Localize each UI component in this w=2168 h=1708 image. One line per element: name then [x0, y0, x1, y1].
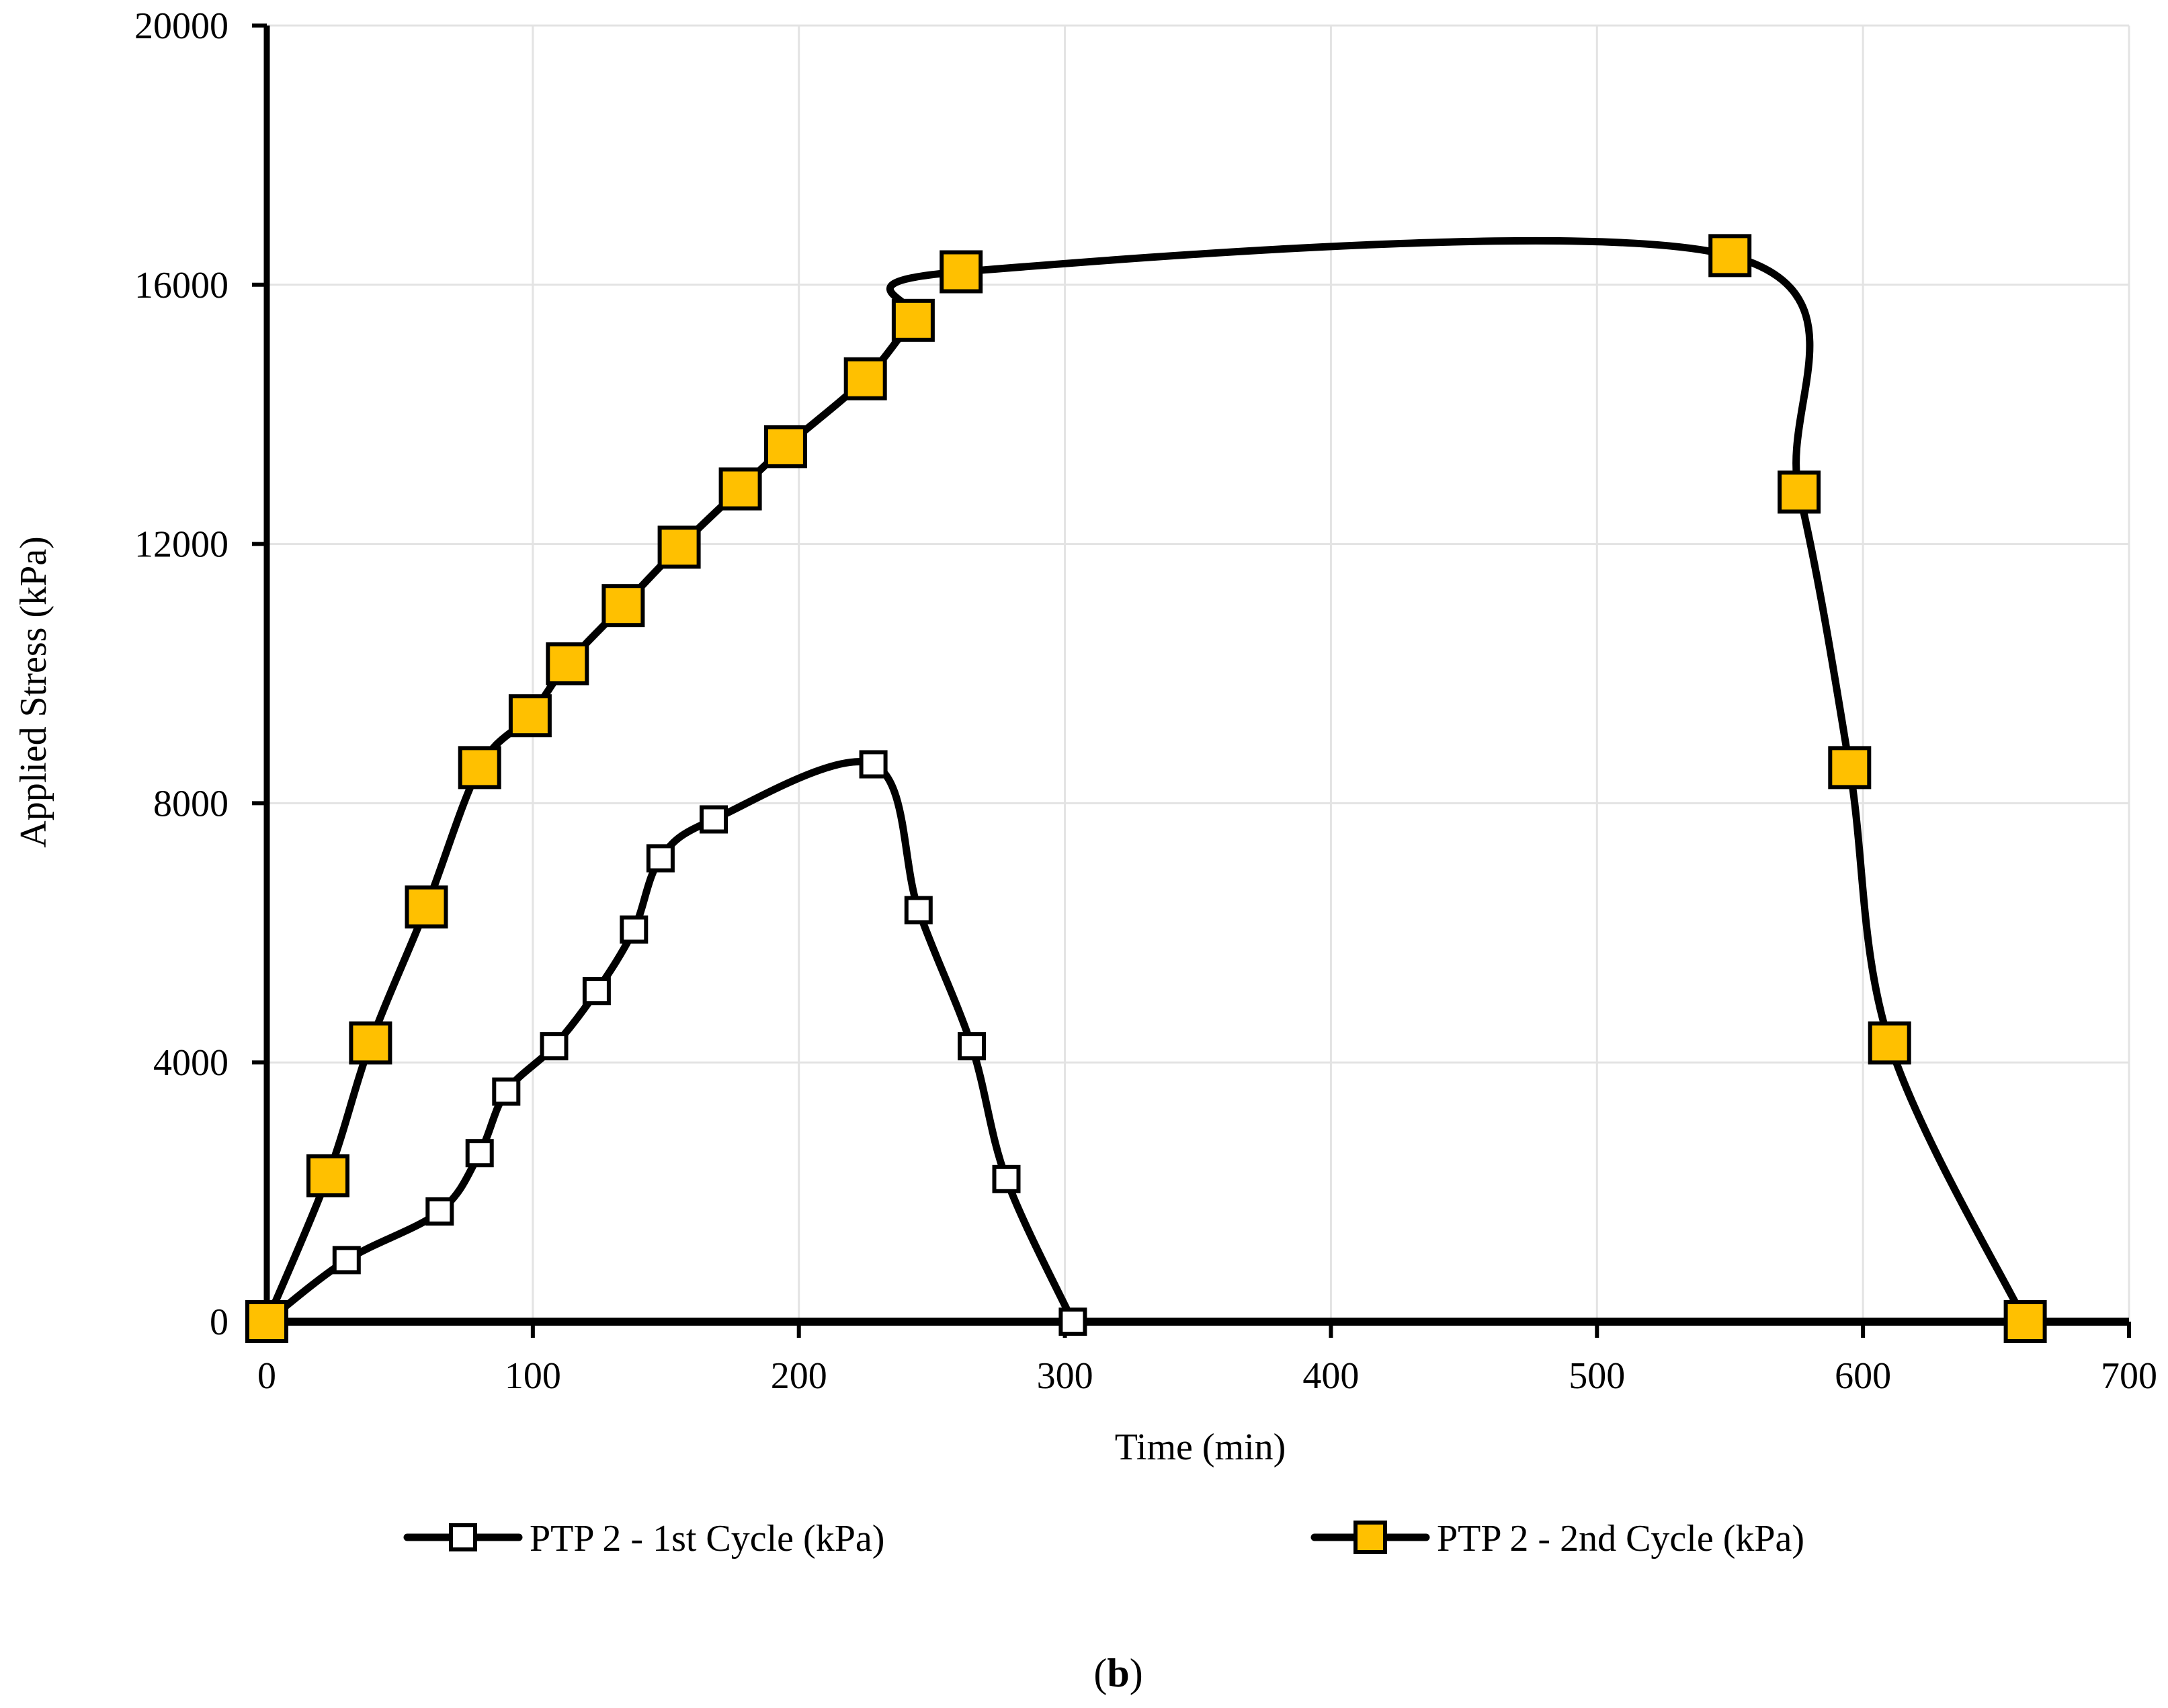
y-tick-label-4000: 4000 — [153, 1042, 228, 1084]
legend-item-1: PTP 2 - 1st Cycle (kPa) — [403, 1518, 884, 1560]
legend: PTP 2 - 1st Cycle (kPa) PTP 2 - 2nd Cycle… — [403, 1518, 1804, 1560]
series-1-point-15 — [1058, 1308, 1087, 1336]
series-2-point-12 — [843, 357, 887, 400]
series-1-point-9 — [646, 844, 675, 873]
y-tick-label-0: 0 — [210, 1301, 228, 1343]
series-2-point-3 — [349, 1021, 392, 1065]
series-1-point-8 — [620, 915, 649, 944]
series-2-point-16 — [1778, 470, 1821, 514]
series-1-point-10 — [700, 805, 728, 834]
series-2-point-19 — [2003, 1300, 2047, 1343]
series-2-point-9 — [657, 525, 701, 569]
series-2-point-2 — [306, 1154, 349, 1197]
figure-caption: (b) — [1093, 1651, 1142, 1695]
x-tick-label-300: 300 — [1037, 1355, 1093, 1397]
series-layer — [245, 234, 2047, 1343]
series-2-point-6 — [508, 694, 552, 738]
series-1-point-4 — [465, 1139, 494, 1168]
series-2-point-1 — [245, 1300, 288, 1343]
x-axis-title: Time (min) — [1115, 1426, 1286, 1468]
series-2-point-17 — [1828, 746, 1872, 789]
legend-marker-2 — [1353, 1521, 1387, 1554]
labels: Time (min) Applied Stress (kPa) — [13, 536, 1286, 1468]
x-tick-label-500: 500 — [1569, 1355, 1625, 1397]
x-tick-label-700: 700 — [2101, 1355, 2157, 1397]
y-axis-title: Applied Stress (kPa) — [13, 536, 54, 848]
x-tick-label-400: 400 — [1302, 1355, 1359, 1397]
series-2-point-11 — [763, 425, 807, 468]
x-tick-label-200: 200 — [771, 1355, 827, 1397]
x-tick-label-0: 0 — [257, 1355, 276, 1397]
series-2 — [245, 234, 2047, 1343]
series-1-point-12 — [904, 896, 933, 925]
series-1-point-7 — [582, 977, 611, 1006]
caption-close: ) — [1130, 1651, 1143, 1695]
series-1-point-14 — [992, 1164, 1021, 1193]
series-1-point-11 — [859, 750, 888, 779]
caption-letter: b — [1107, 1651, 1129, 1695]
y-tick-label-8000: 8000 — [153, 783, 228, 824]
series-1-point-5 — [492, 1077, 521, 1106]
y-tick-label-16000: 16000 — [134, 265, 228, 306]
series-2-point-4 — [405, 885, 448, 929]
series-2-point-5 — [458, 746, 501, 789]
x-tick-label-600: 600 — [1835, 1355, 1891, 1397]
series-1-point-2 — [332, 1246, 361, 1275]
series-2-point-7 — [546, 642, 589, 685]
legend-label-1: PTP 2 - 1st Cycle (kPa) — [530, 1518, 884, 1560]
grid-lines — [267, 24, 2130, 1322]
y-tick-label-20000: 20000 — [134, 5, 228, 47]
series-2-point-14 — [940, 250, 983, 294]
series-1-point-3 — [425, 1197, 454, 1226]
series-2-point-18 — [1868, 1021, 1911, 1065]
series-2-point-13 — [891, 298, 935, 342]
series-1-point-6 — [540, 1032, 569, 1061]
series-2-point-15 — [1708, 234, 1752, 277]
axes: 0 4000 8000 12000 16000 20000 0 100 200 300 400 500… — [134, 5, 2157, 1397]
legend-marker-1 — [449, 1523, 477, 1551]
legend-label-2: PTP 2 - 2nd Cycle (kPa) — [1437, 1518, 1804, 1560]
caption-open: ( — [1093, 1651, 1107, 1695]
series-1-point-13 — [958, 1032, 986, 1061]
series-2-point-8 — [601, 584, 645, 628]
series-2-point-10 — [718, 467, 762, 511]
legend-item-2: PTP 2 - 2nd Cycle (kPa) — [1310, 1518, 1804, 1560]
x-tick-label-100: 100 — [505, 1355, 561, 1397]
y-tick-label-12000: 12000 — [134, 524, 228, 566]
